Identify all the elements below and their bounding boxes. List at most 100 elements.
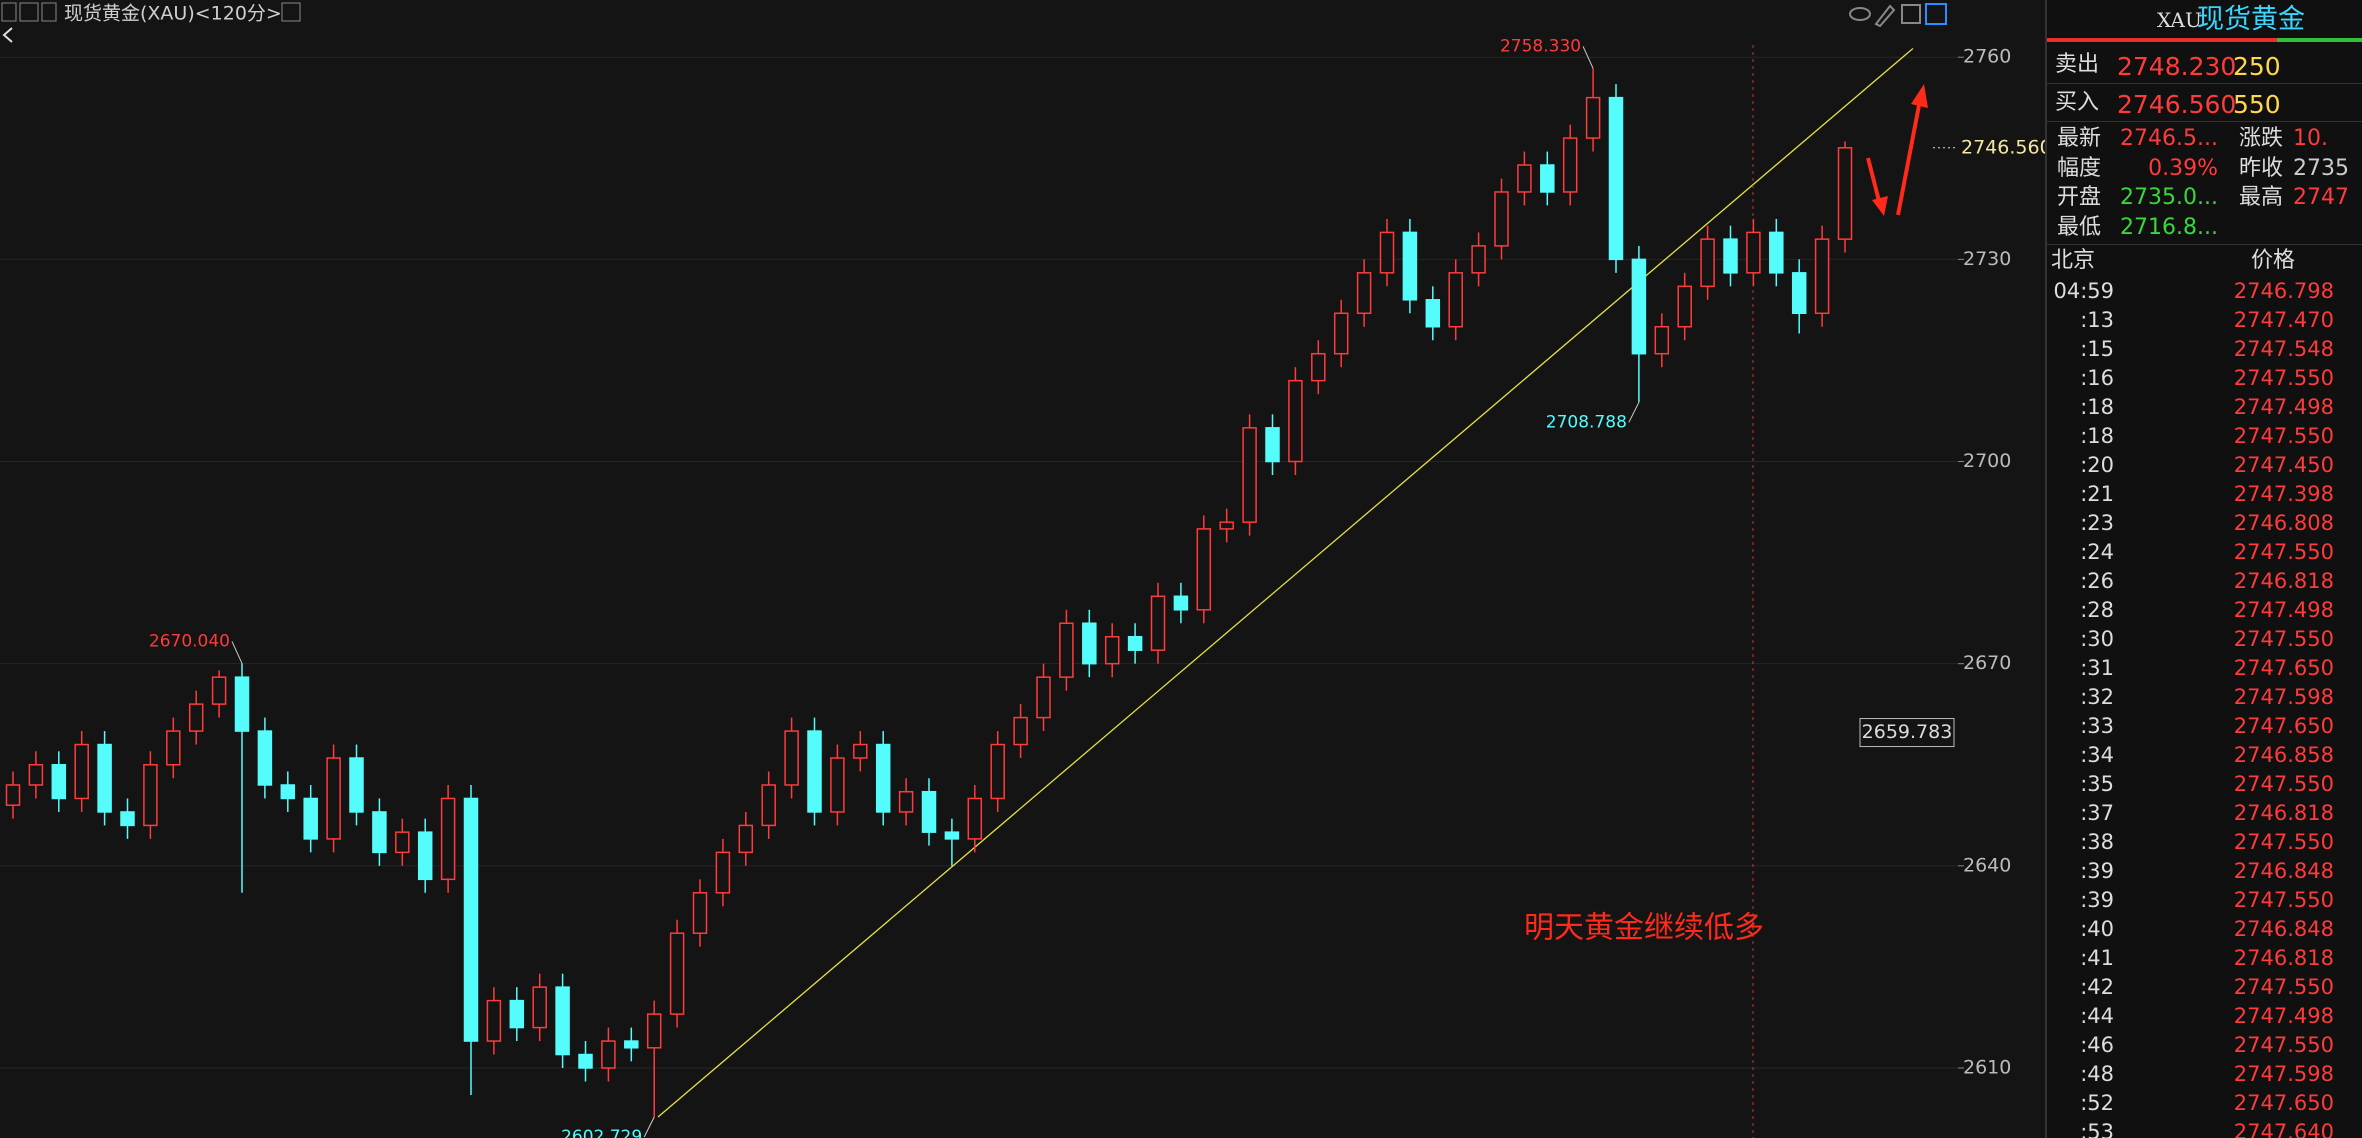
pen-icon[interactable] [1874,4,1896,28]
tick-price: 2747.550 [2233,540,2334,564]
tick-time: :40 [2080,917,2114,941]
tick-price: 2747.598 [2233,1062,2334,1086]
candle-body [74,743,89,800]
candle-body [1540,164,1555,193]
tick-price: 2747.598 [2233,685,2334,709]
icon[interactable] [19,2,39,22]
tick-price: 2747.450 [2233,453,2334,477]
tick-price: 2747.398 [2233,482,2334,506]
stat-label: 最新 [2057,126,2102,151]
divider [2047,121,2362,122]
candle-body [188,703,204,732]
candle-body [97,743,112,813]
candle-body [1356,272,1372,315]
y-tick-label: 2760 [1963,46,2011,68]
candle-body [120,811,135,827]
stat-value: 2746.5... [2120,126,2218,151]
extreme-pointer [1628,402,1640,423]
candle-body [807,730,822,813]
tick-price: 2747.498 [2233,1004,2334,1028]
candle-body [990,743,1005,800]
icon[interactable] [41,2,57,22]
tick-price: 2746.818 [2233,801,2334,825]
tick-price: 2747.470 [2233,308,2334,332]
candle-body [1562,137,1578,193]
extreme-pointer [643,1116,655,1138]
tick-price: 2746.848 [2233,859,2334,883]
candle-body [921,790,937,833]
candle-body [532,986,547,1029]
tick-time: :48 [2080,1062,2114,1086]
tick-price: 2747.550 [2233,888,2334,912]
candle-body [463,797,479,1042]
tick-time: :38 [2080,830,2114,854]
y-tick-label: 2640 [1963,854,2011,876]
stat-value: 2747 [2293,185,2349,210]
candle-body [1333,312,1349,355]
candle-body [1379,231,1395,274]
tick-price: 2746.798 [2233,279,2334,303]
tick-time: :52 [2080,1091,2114,1115]
candle-body [830,757,845,813]
candle-body [1723,238,1738,274]
stat-label: 最高 [2239,185,2284,210]
dropdown[interactable] [281,2,301,22]
candle-body [669,932,685,1015]
extreme-label: 2708.788 [1546,412,1627,432]
candle-body [555,986,570,1056]
layout-icon[interactable] [1925,3,1947,25]
eye-icon[interactable] [1849,7,1871,21]
candle-body [166,730,181,766]
extreme-label: 2602.729 [561,1127,642,1138]
candle-body [1288,379,1303,463]
tick-price: 2747.550 [2233,424,2334,448]
candle-body [1150,595,1166,651]
tick-time: :13 [2080,308,2114,332]
tick-time: :32 [2080,685,2114,709]
candle-body [28,764,44,786]
tick-time: :31 [2080,656,2114,680]
extreme-label: 2670.040 [149,631,230,651]
candle-body [1517,164,1532,193]
candle-body [784,730,799,786]
extreme-pointer [231,641,243,664]
candle-body [1677,285,1692,328]
tick-time: :39 [2080,888,2114,912]
candle-body [1173,595,1189,611]
tick-time: :28 [2080,598,2114,622]
tick-price: 2747.650 [2233,656,2334,680]
tick-price: 2747.550 [2233,975,2334,999]
panel-code: XAU [2157,8,2202,32]
stat-label: 开盘 [2057,185,2102,210]
candle-body [578,1053,593,1069]
candle-body [761,784,776,827]
candle-body [395,831,410,854]
back-arrow[interactable] [2,27,13,43]
panel-name: 现货黄金 [2197,4,2305,35]
candle-body [1036,676,1051,719]
candle-body [1837,147,1853,240]
candle-body [692,892,708,934]
candle-body [875,743,891,813]
tick-price: 2747.548 [2233,337,2334,361]
grid-icon[interactable] [1901,4,1921,24]
tick-price: 2747.550 [2233,627,2334,651]
stat-label: 昨收 [2239,155,2284,181]
candle-body [624,1040,639,1049]
tick-time: :34 [2080,743,2114,767]
candle-body [738,824,754,854]
candle-body [1265,427,1280,463]
icon[interactable] [1,2,17,22]
tick-time: :33 [2080,714,2114,738]
stat-label: 最低 [2057,214,2102,240]
candle-body [1471,245,1486,274]
chart: 现货黄金(XAU)<120分> 明天黄金继续低多 2610 2640 2670 270… [0,2,2045,1138]
tick-price: 2747.650 [2233,714,2334,738]
tick-time: 04:59 [2053,279,2114,303]
candle-body [1448,272,1463,328]
tick-time: :16 [2080,366,2114,390]
cursor-price-box [1859,718,1955,748]
trendline [657,47,1914,1118]
tick-time: :15 [2080,337,2114,361]
